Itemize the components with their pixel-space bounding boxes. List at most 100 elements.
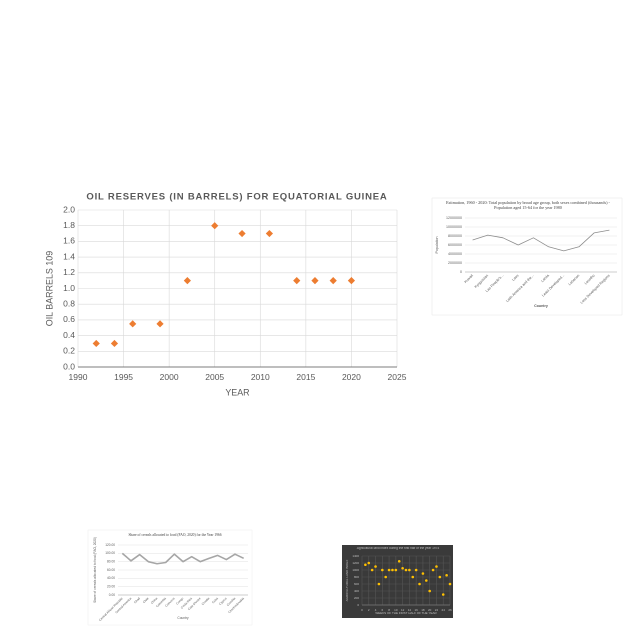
- point: [92, 339, 100, 348]
- x-tick-label: 2010: [251, 372, 270, 382]
- point: [129, 320, 137, 328]
- chart-frame: [87, 529, 253, 626]
- x-tick-label: 14: [408, 608, 412, 612]
- point: [404, 568, 408, 572]
- y-tick-label: 6000000: [448, 243, 462, 247]
- x-tick-label: 2025: [388, 372, 407, 382]
- point: [238, 229, 246, 238]
- y-tick-label: 20.00: [107, 585, 115, 589]
- x-tick-label: Latvia: [540, 274, 550, 284]
- point: [441, 593, 445, 596]
- point: [411, 575, 415, 579]
- line: [472, 229, 610, 252]
- point: [387, 568, 391, 572]
- chart: OIL RESERVES (IN BARRELS) FOR EQUATORIAL…: [44, 192, 406, 398]
- point: [374, 565, 377, 568]
- chart-title-box: Share of cereals allocated to food (FAO,…: [128, 533, 221, 537]
- y-tick-label: 40.00: [107, 576, 115, 580]
- point: [156, 320, 164, 328]
- x-tick-label: 2: [368, 608, 370, 612]
- y-axis-label: AGRICULTURAL LAND INDEX: [345, 560, 349, 602]
- point: [110, 339, 119, 348]
- point: [329, 277, 337, 285]
- x-tick-label: 8: [388, 608, 390, 612]
- chart-title: Estimation, 1960 - 2020: Total populatio…: [446, 201, 610, 210]
- point: [431, 568, 435, 572]
- chart: Agricultural land index during the first…: [345, 547, 452, 615]
- point: [311, 277, 319, 285]
- point: [394, 568, 398, 572]
- x-tick-label: Cyprus: [218, 596, 228, 606]
- point: [438, 575, 442, 579]
- point: [347, 277, 356, 285]
- y-tick-label: 0.2: [63, 346, 75, 356]
- y-tick-label: 100.00: [105, 551, 115, 555]
- point: [435, 565, 438, 568]
- point: [445, 573, 448, 577]
- chart-title: Agricultural land index during the first…: [356, 547, 440, 550]
- point: [397, 559, 401, 563]
- point: [448, 582, 452, 586]
- x-axis-label: Country: [534, 304, 548, 308]
- y-tick-label: 800: [354, 575, 359, 579]
- chart-frame: [431, 197, 623, 316]
- x-tick-label: 22: [435, 608, 439, 612]
- y-tick-label: 0.8: [63, 298, 75, 308]
- x-tick-label: Cuba: [211, 596, 219, 604]
- x-tick-label: Chile: [142, 596, 150, 604]
- point: [377, 582, 381, 586]
- chart-title-box: Agricultural land index during the first…: [356, 547, 440, 550]
- chart-title-box: Estimation, 1960 - 2020: Total populatio…: [446, 201, 610, 210]
- y-tick-label: 0: [460, 270, 462, 274]
- y-axis-label: Population: [435, 237, 439, 254]
- y-tick-label: 1.4: [63, 251, 75, 261]
- chart-frame: [342, 545, 453, 618]
- x-tick-label: 2020: [342, 372, 361, 382]
- x-tick-label: 1995: [114, 372, 133, 382]
- y-tick-label: 1.6: [63, 236, 75, 246]
- y-tick-label: 120.00: [105, 543, 115, 547]
- x-tick-label: 2005: [205, 372, 224, 382]
- point: [384, 575, 387, 579]
- point: [183, 277, 191, 285]
- x-tick-label: 10: [394, 608, 398, 612]
- x-tick-label: 2015: [296, 372, 315, 382]
- point: [367, 561, 371, 565]
- y-axis-label: Share of cereals allocated to food (FAO,…: [93, 537, 97, 603]
- x-tick-label: 24: [442, 608, 446, 612]
- point: [414, 568, 418, 572]
- y-tick-label: 1400: [352, 554, 359, 558]
- y-tick-label: 4000000: [448, 252, 462, 256]
- point: [391, 568, 394, 572]
- x-tick-label: 18: [421, 608, 425, 612]
- x-axis-label: WEEKS OF THE FIRST HALF OF THE YEAR: [375, 611, 437, 615]
- point: [265, 229, 273, 238]
- y-tick-label: 2000000: [448, 261, 462, 265]
- y-tick-label: 400: [354, 589, 359, 593]
- y-tick-label: 60.00: [107, 568, 115, 572]
- x-tick-label: 6: [381, 608, 383, 612]
- point: [401, 566, 404, 570]
- x-tick-label: 20: [428, 608, 432, 612]
- point: [381, 568, 384, 572]
- y-tick-label: 600: [354, 582, 359, 586]
- point: [364, 563, 367, 567]
- y-tick-label: 10000000: [446, 225, 462, 229]
- line: [121, 552, 245, 565]
- point: [428, 589, 431, 593]
- y-tick-label: 8000000: [448, 234, 462, 238]
- point: [418, 582, 421, 586]
- x-tick-label: Czechia: [226, 596, 237, 607]
- y-axis-label: OIL BARRELS 109: [44, 251, 54, 326]
- x-tick-label: 0: [361, 608, 363, 612]
- point: [370, 568, 374, 572]
- y-tick-label: 1000: [352, 568, 359, 572]
- x-tick-label: Laos: [511, 273, 519, 281]
- y-tick-label: 1.8: [63, 220, 75, 230]
- x-tick-label: 4: [375, 608, 377, 612]
- x-tick-label: Kuwait: [464, 274, 474, 284]
- y-tick-label: 200: [354, 596, 359, 600]
- y-tick-label: 0.4: [63, 330, 75, 340]
- x-tick-label: Congo: [175, 596, 184, 605]
